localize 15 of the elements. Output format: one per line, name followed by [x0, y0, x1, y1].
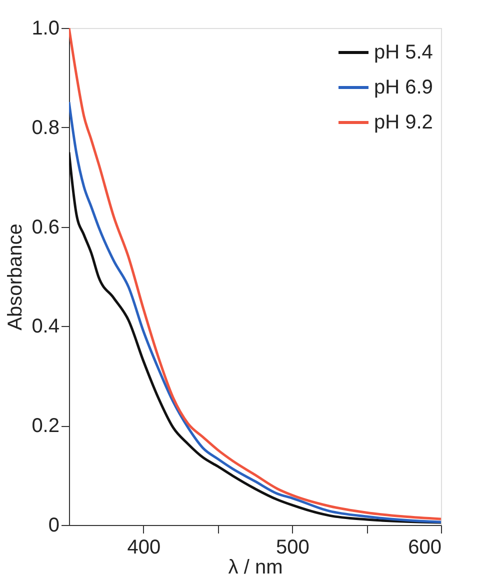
line-series — [69, 28, 441, 520]
y-tick-label: 0.4 — [32, 316, 60, 338]
y-tick-label: 0.8 — [32, 116, 60, 139]
y-axis-title: Absorbance — [4, 224, 27, 330]
y-tick-label: 0.2 — [32, 415, 60, 438]
y-tick-label: 0 — [48, 514, 60, 536]
x-tick-label: 600 — [408, 536, 442, 558]
x-axis-title: λ / nm — [228, 556, 283, 578]
x-tick-label: 400 — [127, 536, 161, 558]
y-tick-label: 0.6 — [32, 216, 60, 238]
legend-label: pH 5.4 — [374, 42, 433, 64]
y-tick-label: 1.0 — [32, 18, 60, 40]
legend-label: pH 9.2 — [374, 112, 433, 134]
legend-label: pH 6.9 — [374, 76, 433, 98]
x-tick-label: 500 — [276, 536, 310, 558]
